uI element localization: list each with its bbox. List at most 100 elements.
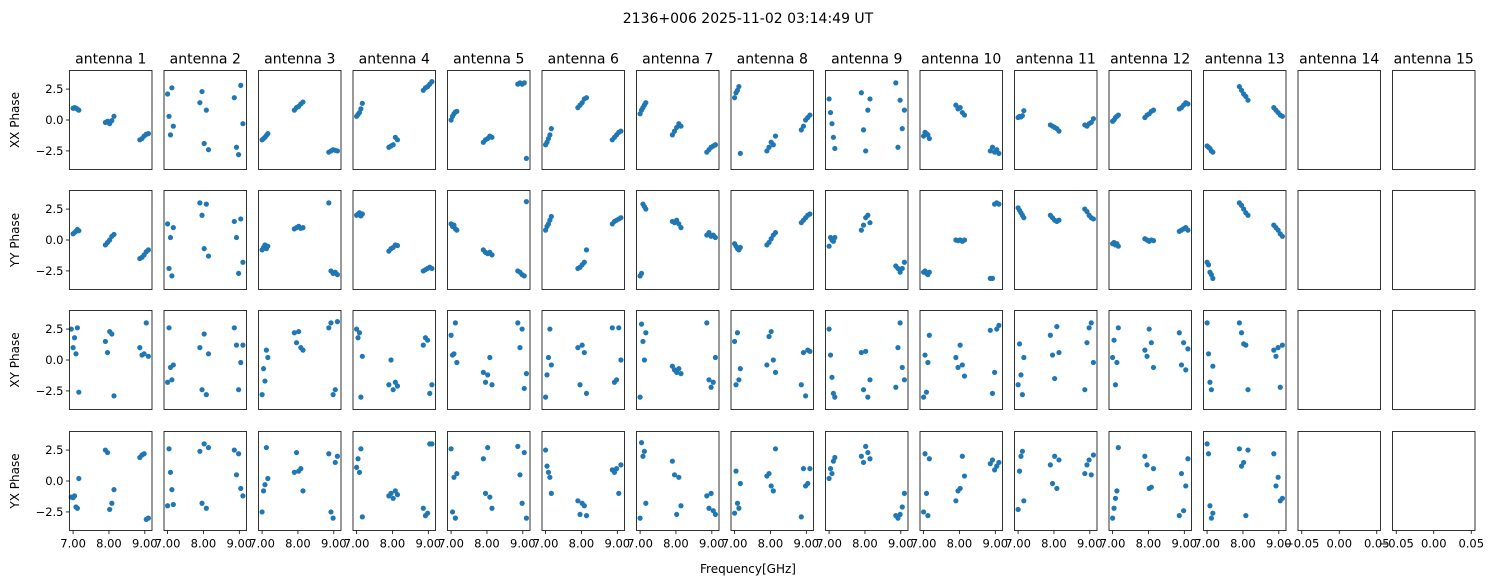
phase-panel: [825, 310, 909, 410]
data-point: [1207, 379, 1213, 385]
data-point: [1245, 97, 1251, 103]
data-point: [1181, 340, 1187, 346]
data-point: [1115, 243, 1121, 249]
data-point: [807, 466, 813, 472]
data-point: [480, 369, 486, 375]
data-point: [858, 227, 864, 233]
x-tick-label: 8.00: [380, 537, 406, 551]
data-point: [1047, 462, 1053, 468]
data-point: [203, 107, 209, 113]
data-point: [164, 221, 171, 227]
data-point: [353, 464, 360, 470]
data-point: [523, 515, 530, 521]
data-point: [989, 457, 996, 463]
data-point: [233, 472, 240, 478]
data-point: [233, 234, 240, 241]
x-tick-label: 7.00: [1005, 537, 1031, 551]
phase-panel: −2.5 0.0 2.5 XY Phase: [8, 310, 153, 410]
data-point: [547, 474, 553, 480]
phase-panel: 7.00 8.00 9.00: [155, 431, 252, 551]
data-point: [71, 493, 78, 499]
data-point: [1015, 506, 1021, 513]
y-tick-label: 0.0: [45, 113, 63, 127]
phase-panel: [730, 70, 814, 170]
x-axis-label: Frequency[GHz]: [700, 562, 796, 576]
data-point: [485, 372, 491, 378]
data-point: [334, 272, 341, 278]
data-point: [199, 387, 205, 393]
data-point: [201, 246, 207, 252]
data-point: [867, 456, 873, 462]
data-point: [482, 490, 489, 496]
data-point: [197, 200, 203, 206]
data-point: [74, 325, 80, 331]
data-point: [519, 326, 525, 332]
data-point: [1019, 448, 1025, 454]
data-point: [545, 354, 552, 361]
x-tick-label: 8.00: [947, 537, 973, 551]
data-point: [359, 514, 365, 520]
panel-frame: [1108, 70, 1192, 170]
antenna-title: antenna 8: [737, 52, 808, 68]
phase-panel: [1014, 70, 1098, 170]
data-point: [169, 377, 175, 383]
data-point: [708, 384, 714, 390]
x-tick-label: 8.00: [474, 537, 500, 551]
data-point: [330, 515, 336, 521]
antenna-title: antenna 4: [359, 52, 430, 68]
data-point: [961, 112, 968, 118]
data-point: [641, 448, 647, 454]
data-point: [238, 359, 244, 366]
x-tick-label: 8.00: [1230, 537, 1256, 551]
panel-frame: [1203, 310, 1287, 410]
data-point: [545, 469, 552, 475]
data-point: [231, 447, 237, 453]
data-point: [137, 345, 143, 351]
data-point: [583, 95, 590, 101]
panel-frame: [1297, 190, 1381, 290]
data-point: [523, 155, 530, 161]
data-point: [236, 387, 242, 393]
panel-frame: [730, 70, 814, 170]
data-point: [737, 480, 743, 487]
data-point: [618, 128, 624, 134]
data-point: [766, 470, 772, 477]
panel-frame: [352, 70, 436, 170]
data-point: [452, 515, 458, 521]
data-point: [1115, 112, 1121, 118]
data-point: [923, 389, 930, 395]
data-point: [205, 351, 212, 357]
data-point: [238, 485, 244, 492]
data-point: [1243, 342, 1249, 348]
panel-frame: [1392, 190, 1476, 290]
panel-frame: [636, 70, 720, 170]
data-point: [141, 451, 147, 457]
data-point: [203, 201, 209, 207]
data-point: [583, 513, 590, 519]
data-point: [547, 326, 553, 332]
x-tick-label: 7.00: [533, 537, 559, 551]
data-point: [1148, 340, 1154, 346]
data-point: [618, 357, 624, 363]
panel-frame: [352, 431, 436, 531]
data-point: [70, 345, 76, 351]
data-point: [609, 325, 615, 331]
data-point: [263, 444, 269, 451]
data-point: [800, 123, 807, 129]
data-point: [517, 472, 523, 478]
data-point: [111, 113, 117, 119]
x-tick-label: 8.00: [663, 537, 689, 551]
data-point: [74, 505, 80, 511]
data-point: [1111, 337, 1117, 343]
data-point: [293, 340, 300, 346]
data-point: [420, 342, 426, 348]
data-point: [265, 354, 271, 361]
panel-frame: [258, 70, 342, 170]
data-point: [1275, 474, 1281, 480]
data-point: [1018, 453, 1024, 459]
data-point: [259, 509, 265, 515]
antenna-title: antenna 7: [642, 52, 713, 68]
data-point: [992, 369, 998, 375]
panel-frame: [919, 190, 1003, 290]
data-point: [548, 362, 554, 368]
